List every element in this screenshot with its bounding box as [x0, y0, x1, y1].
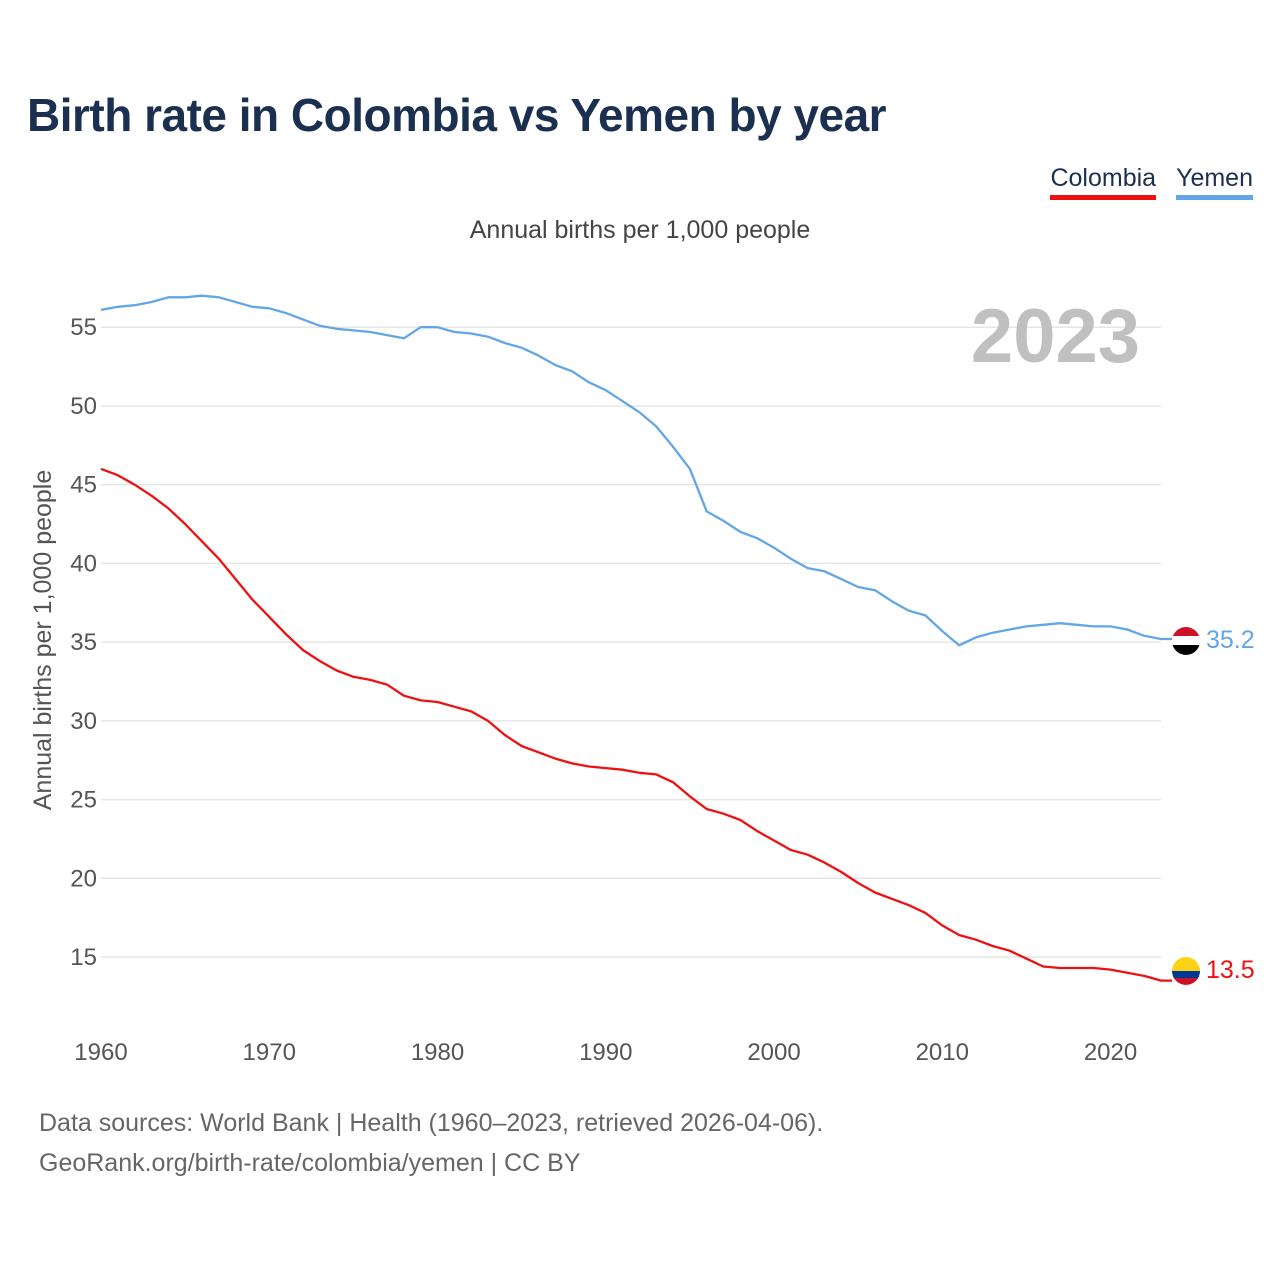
x-tick-label: 2010: [916, 1039, 969, 1066]
x-tick-label: 1970: [243, 1039, 296, 1066]
footer: Data sources: World Bank | Health (1960–…: [39, 1103, 823, 1183]
y-tick-label: 45: [70, 472, 97, 499]
x-tick-label: 1990: [579, 1039, 632, 1066]
y-tick-label: 15: [70, 944, 97, 971]
x-tick-label: 1960: [74, 1039, 127, 1066]
y-tick-label: 50: [70, 393, 97, 420]
series-line-colombia[interactable]: [100, 467, 1172, 982]
yemen-flag-icon: [1172, 627, 1200, 655]
data-source-note: Data sources: World Bank | Health (1960–…: [39, 1109, 824, 1137]
x-tick-label: 1980: [411, 1039, 464, 1066]
x-tick-label: 2000: [747, 1039, 800, 1066]
series-lines: [100, 294, 1172, 982]
grid-lines: [101, 326, 1161, 958]
source-link[interactable]: GeoRank.org/birth-rate/colombia/yemen | …: [39, 1149, 581, 1177]
y-tick-label: 40: [70, 550, 97, 577]
y-tick-label: 20: [70, 865, 97, 892]
yemen-end-value: 35.2: [1206, 626, 1255, 654]
chart-subtitle: Annual births per 1,000 people: [469, 216, 811, 244]
legend: Colombia Yemen: [1050, 165, 1253, 201]
series-line-yemen[interactable]: [100, 294, 1172, 647]
colombia-end-value: 13.5: [1206, 956, 1255, 984]
y-tick-label: 55: [70, 314, 97, 341]
y-tick-label: 25: [70, 787, 97, 814]
y-axis-label: Annual births per 1,000 people: [29, 470, 57, 811]
legend-item-yemen[interactable]: Yemen: [1176, 165, 1253, 201]
y-axis-ticks: 15 20 25 30 35 40 45 50 55: [70, 314, 97, 971]
x-axis-ticks: 1960 1970 1980 1990 2000 2010 2020: [74, 1039, 1137, 1066]
year-watermark: 2023: [971, 294, 1140, 379]
colombia-flag-icon: [1172, 957, 1200, 985]
legend-item-colombia[interactable]: Colombia: [1050, 165, 1157, 201]
y-tick-label: 30: [70, 708, 97, 735]
chart-title: Birth rate in Colombia vs Yemen by year: [27, 89, 887, 141]
x-tick-label: 2020: [1084, 1039, 1137, 1066]
y-tick-label: 35: [70, 629, 97, 656]
